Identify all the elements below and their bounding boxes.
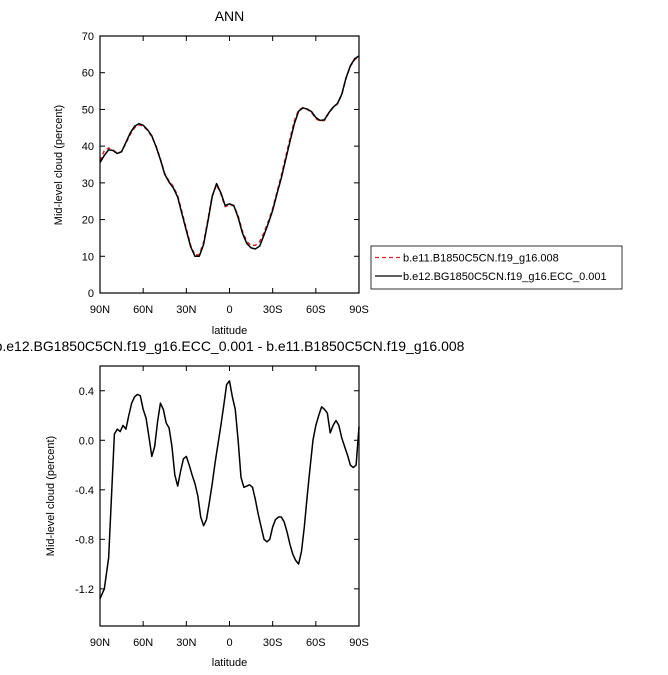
bottom-y-tick-label: 0.0 bbox=[79, 435, 94, 447]
bottom-x-tick-label: 60N bbox=[133, 637, 153, 649]
bottom-y-tick-label: -0.8 bbox=[75, 534, 94, 546]
bottom-x-tick-label: 30N bbox=[176, 637, 196, 649]
top-x-tick-label: 60S bbox=[306, 304, 326, 316]
legend-label-series-1: b.e11.B1850C5CN.f19_g16.008 bbox=[403, 253, 559, 265]
bottom-y-axis-label: Mid-level cloud (percent) bbox=[45, 436, 57, 556]
top-x-axis-label: latitude bbox=[212, 325, 247, 337]
top-chart-title: ANN bbox=[215, 8, 245, 24]
bottom-x-tick-label: 30S bbox=[263, 637, 283, 649]
bottom-axis-ticks: 90N 60N 30N 0 30S 60S 90S -1.2 -0.8 -0.4 0.0 0.4 bbox=[75, 366, 369, 649]
top-axis-ticks: 90N 60N 30N 0 30S 60S 90S 0 10 20 30 40 50 60 70 bbox=[82, 31, 369, 316]
top-x-tick-label: 90N bbox=[90, 304, 110, 316]
top-series-line-2 bbox=[99, 55, 360, 258]
top-y-tick-label: 0 bbox=[88, 288, 94, 300]
bottom-series-line-1 bbox=[99, 380, 360, 600]
bottom-y-tick-label: -1.2 bbox=[75, 584, 94, 596]
top-x-tick-label: 60N bbox=[133, 304, 153, 316]
bottom-plot-frame bbox=[99, 365, 360, 627]
top-y-tick-label: 30 bbox=[82, 178, 94, 190]
top-y-tick-label: 50 bbox=[82, 104, 94, 116]
bottom-y-tick-label: 0.4 bbox=[79, 386, 94, 398]
top-x-tick-label: 90S bbox=[349, 304, 369, 316]
top-series-line-1 bbox=[99, 55, 360, 256]
bottom-chart-title: b.e12.BG1850C5CN.f19_g16.ECC_0.001 - b.e… bbox=[0, 338, 465, 354]
top-x-tick-label: 30S bbox=[263, 304, 283, 316]
legend-box bbox=[370, 245, 623, 290]
top-y-tick-label: 60 bbox=[82, 68, 94, 80]
top-panel: ANN 90N 60N 30N 0 30S 60S 90S 0 10 20 30 40 50 60 70 l… bbox=[53, 8, 369, 337]
bottom-x-tick-label: 60S bbox=[306, 637, 326, 649]
legend-label-series-2: b.e12.BG1850C5CN.f19_g16.ECC_0.001 bbox=[403, 271, 607, 283]
bottom-panel: b.e12.BG1850C5CN.f19_g16.ECC_0.001 - b.e… bbox=[0, 338, 465, 669]
bottom-x-tick-label: 90N bbox=[90, 637, 110, 649]
top-x-tick-label: 30N bbox=[176, 304, 196, 316]
top-y-tick-label: 70 bbox=[82, 31, 94, 43]
top-y-tick-label: 10 bbox=[82, 251, 94, 263]
top-x-tick-label: 0 bbox=[226, 304, 232, 316]
legend: b.e11.B1850C5CN.f19_g16.008 b.e12.BG1850… bbox=[370, 245, 623, 290]
bottom-y-tick-label: -0.4 bbox=[75, 485, 94, 497]
bottom-x-tick-label: 0 bbox=[226, 637, 232, 649]
bottom-x-axis-label: latitude bbox=[212, 657, 247, 669]
top-y-axis-label: Mid-level cloud (percent) bbox=[53, 105, 65, 225]
bottom-series-group bbox=[99, 380, 360, 600]
top-y-tick-label: 40 bbox=[82, 141, 94, 153]
bottom-x-tick-label: 90S bbox=[349, 637, 369, 649]
top-plot-frame bbox=[99, 35, 360, 294]
top-y-tick-label: 20 bbox=[82, 215, 94, 227]
top-series-group bbox=[99, 55, 360, 258]
